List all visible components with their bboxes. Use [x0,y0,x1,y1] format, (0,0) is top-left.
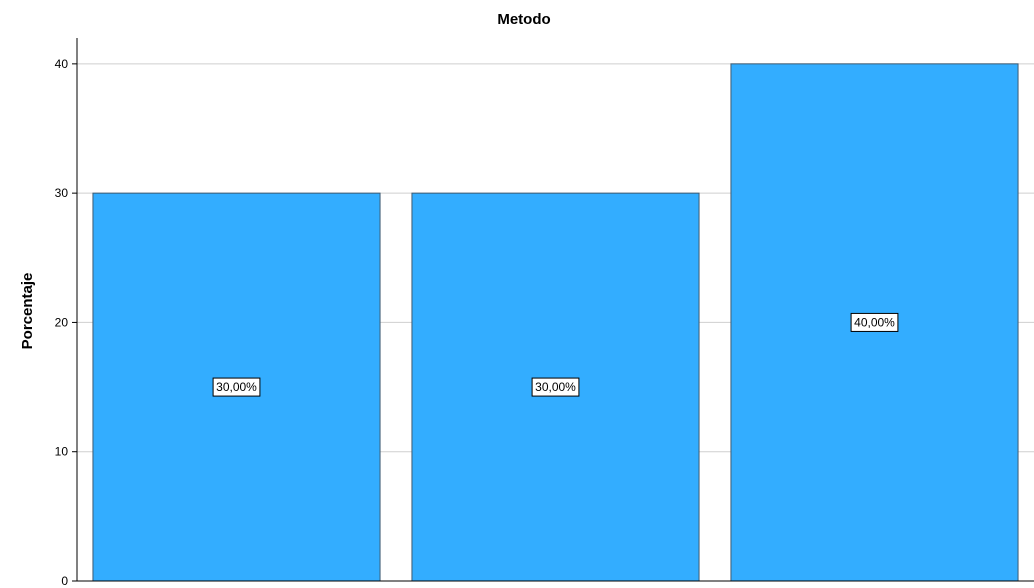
data-label: 30,00% [216,380,257,394]
y-axis-ticks: 0 10 20 30 40 [55,57,77,588]
y-tick-label: 0 [61,574,68,588]
y-tick-label: 20 [55,315,69,329]
y-axis-label: Porcentaje [19,273,36,350]
chart-title: Metodo [497,11,550,28]
data-label-box [531,377,580,397]
y-tick-label: 40 [55,57,69,71]
data-label: 30,00% [535,380,576,394]
data-labels: 30,00% 30,00% 40,00% [212,312,899,397]
data-label: 40,00% [854,315,895,329]
bar [92,192,381,582]
data-label-box [850,312,899,332]
data-label-box [212,377,261,397]
y-tick-label: 30 [55,186,69,200]
y-tick-label: 10 [55,445,69,459]
